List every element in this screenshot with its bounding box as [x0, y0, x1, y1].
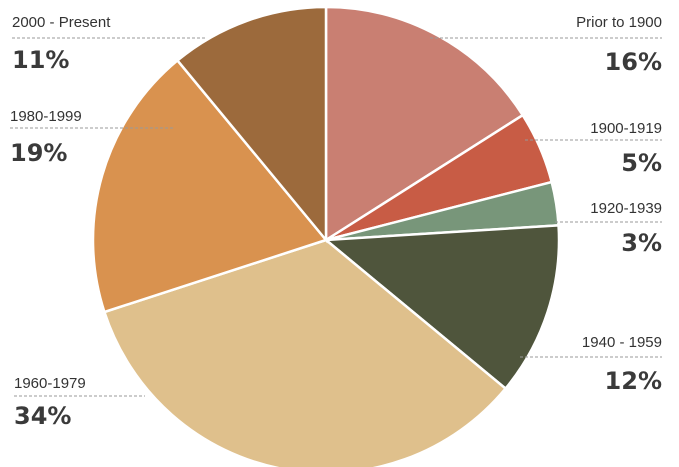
pie-slice [324, 5, 525, 243]
pie-slice [102, 238, 508, 467]
slice-label: 2000 - Present [12, 14, 111, 31]
slice-label: 1920-1939 [590, 200, 662, 217]
slice-value-label: 34% [14, 402, 71, 430]
slice-label: 1960-1979 [14, 375, 86, 392]
slice-label: 1900-1919 [590, 120, 662, 137]
slice-value-label: 19% [10, 139, 67, 167]
slice-label: Prior to 1900 [576, 14, 662, 31]
slice-value-label: 16% [605, 48, 662, 76]
slice-value-label: 12% [605, 367, 662, 395]
slice-value-label: 3% [621, 229, 662, 257]
pie-slice [322, 224, 561, 391]
slice-value-label: 5% [621, 149, 662, 177]
slice-label: 1940 - 1959 [582, 334, 662, 351]
slice-value-label: 11% [12, 46, 69, 74]
pie-slice [91, 58, 329, 314]
pie-slice [175, 5, 328, 244]
slice-label: 1980-1999 [10, 108, 82, 125]
